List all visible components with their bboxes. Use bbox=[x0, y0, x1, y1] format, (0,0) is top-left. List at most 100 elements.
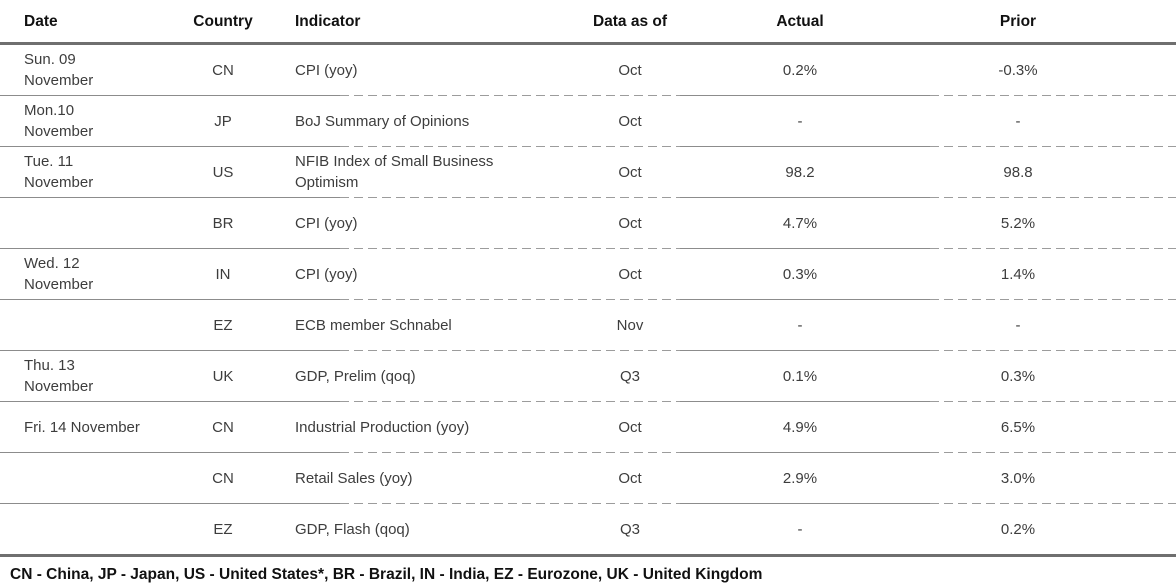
row-divider bbox=[0, 299, 1176, 300]
data-as-of-cell: Oct bbox=[618, 61, 642, 79]
country-cell: US bbox=[212, 163, 234, 181]
row-divider-segment bbox=[930, 146, 1176, 147]
data-as-of-cell: Q3 bbox=[619, 367, 640, 385]
actual-cell: 0.2% bbox=[782, 61, 818, 79]
row-divider bbox=[0, 452, 1176, 453]
date-cell: Fri. 14 November bbox=[24, 418, 140, 436]
prior-cell: 1.4% bbox=[1000, 265, 1036, 283]
row-divider bbox=[0, 401, 1176, 402]
country-cell: UK bbox=[212, 367, 234, 385]
column-header-data-as-of: Data as of bbox=[592, 12, 668, 30]
row-divider bbox=[0, 95, 1176, 96]
prior-cell: - bbox=[1015, 316, 1021, 334]
date-cell: Tue. 11 November bbox=[24, 153, 94, 191]
indicator-cell: Retail Sales (yoy) bbox=[295, 469, 413, 487]
data-as-of-cell: Q3 bbox=[619, 520, 640, 538]
indicator-cell: CPI (yoy) bbox=[295, 61, 358, 79]
country-cell: CN bbox=[212, 418, 234, 436]
row-divider-segment bbox=[930, 299, 1176, 300]
table-row: Sun. 09 November CN CPI (yoy) Oct 0.2% -0.3% bbox=[0, 45, 1176, 95]
row-divider bbox=[0, 146, 1176, 147]
indicator-cell: NFIB Index of Small Business Optimism bbox=[295, 153, 494, 191]
actual-cell: - bbox=[797, 520, 803, 538]
indicator-cell: Industrial Production (yoy) bbox=[295, 418, 470, 436]
row-divider-segment bbox=[0, 350, 340, 351]
row-divider-segment bbox=[0, 248, 340, 249]
actual-cell: 4.9% bbox=[782, 418, 818, 436]
row-divider-segment bbox=[930, 95, 1176, 96]
row-divider-segment bbox=[0, 95, 340, 96]
date-cell: Wed. 12 November bbox=[24, 255, 94, 293]
table-header-row: Date Country Indicator Data as of Actual… bbox=[0, 0, 1176, 42]
row-divider-segment bbox=[0, 452, 340, 453]
row-divider-segment bbox=[930, 401, 1176, 402]
row-divider-segment bbox=[930, 197, 1176, 198]
table-row: BR CPI (yoy) Oct 4.7% 5.2% bbox=[0, 198, 1176, 248]
row-divider-segment bbox=[930, 452, 1176, 453]
actual-cell: 4.7% bbox=[782, 214, 818, 232]
date-cell: Sun. 09 November bbox=[24, 51, 94, 89]
prior-cell: -0.3% bbox=[998, 61, 1038, 79]
prior-cell: 6.5% bbox=[1000, 418, 1036, 436]
date-cell: Mon.10 November bbox=[24, 102, 94, 140]
country-cell: EZ bbox=[213, 520, 233, 538]
actual-cell: - bbox=[797, 316, 803, 334]
row-divider-segment bbox=[339, 248, 680, 249]
actual-cell: 2.9% bbox=[782, 469, 818, 487]
column-header-country: Country bbox=[193, 12, 253, 30]
row-divider-segment bbox=[679, 95, 931, 96]
prior-cell: 0.2% bbox=[1000, 520, 1036, 538]
data-as-of-cell: Oct bbox=[618, 418, 642, 436]
row-divider-segment bbox=[0, 146, 340, 147]
country-cell: CN bbox=[212, 469, 234, 487]
actual-cell: 0.3% bbox=[782, 265, 818, 283]
row-divider-segment bbox=[679, 503, 931, 504]
row-divider bbox=[0, 197, 1176, 198]
row-divider-segment bbox=[930, 350, 1176, 351]
indicator-cell: GDP, Prelim (qoq) bbox=[295, 367, 416, 385]
country-cell: CN bbox=[212, 61, 234, 79]
row-divider bbox=[0, 503, 1176, 504]
actual-cell: 0.1% bbox=[782, 367, 818, 385]
table-row: EZ GDP, Flash (qoq) Q3 - 0.2% bbox=[0, 504, 1176, 554]
row-divider-segment bbox=[339, 197, 680, 198]
row-divider-segment bbox=[679, 248, 931, 249]
row-divider-segment bbox=[679, 401, 931, 402]
row-divider-segment bbox=[0, 197, 340, 198]
prior-cell: 0.3% bbox=[1000, 367, 1036, 385]
country-cell: IN bbox=[215, 265, 231, 283]
country-cell: EZ bbox=[213, 316, 233, 334]
row-divider-segment bbox=[930, 503, 1176, 504]
indicator-cell: CPI (yoy) bbox=[295, 265, 358, 283]
column-header-actual: Actual bbox=[776, 12, 824, 30]
row-divider-segment bbox=[339, 452, 680, 453]
row-divider-segment bbox=[339, 503, 680, 504]
country-cell: JP bbox=[214, 112, 232, 130]
table-row: CN Retail Sales (yoy) Oct 2.9% 3.0% bbox=[0, 453, 1176, 503]
prior-cell: 98.8 bbox=[1003, 163, 1033, 181]
indicator-cell: GDP, Flash (qoq) bbox=[295, 520, 410, 538]
data-as-of-cell: Oct bbox=[618, 265, 642, 283]
table-row: Fri. 14 November CN Industrial Production … bbox=[0, 402, 1176, 452]
actual-cell: - bbox=[797, 112, 803, 130]
table-row: Thu. 13 November UK GDP, Prelim (qoq) Q3 0.1… bbox=[0, 351, 1176, 401]
column-header-date: Date bbox=[24, 12, 58, 30]
row-divider bbox=[0, 248, 1176, 249]
prior-cell: - bbox=[1015, 112, 1021, 130]
row-divider-segment bbox=[930, 248, 1176, 249]
country-legend-text: CN - China, JP - Japan, US - United Stat… bbox=[10, 566, 763, 583]
table-body: Sun. 09 November CN CPI (yoy) Oct 0.2% -0.3% M… bbox=[0, 45, 1176, 554]
table-row: Mon.10 November JP BoJ Summary of Opinions… bbox=[0, 96, 1176, 146]
row-divider-segment bbox=[679, 197, 931, 198]
table-row: EZ ECB member Schnabel Nov - - bbox=[0, 300, 1176, 350]
row-divider-segment bbox=[679, 350, 931, 351]
indicator-cell: BoJ Summary of Opinions bbox=[295, 112, 470, 130]
footer-rule bbox=[0, 554, 1176, 557]
header-rule bbox=[0, 42, 1176, 45]
data-as-of-cell: Oct bbox=[618, 469, 642, 487]
table-row: Tue. 11 November US NFIB Index of Small Bu… bbox=[0, 147, 1176, 197]
prior-cell: 5.2% bbox=[1000, 214, 1036, 232]
country-cell: BR bbox=[212, 214, 234, 232]
date-cell: Thu. 13 November bbox=[24, 357, 94, 395]
